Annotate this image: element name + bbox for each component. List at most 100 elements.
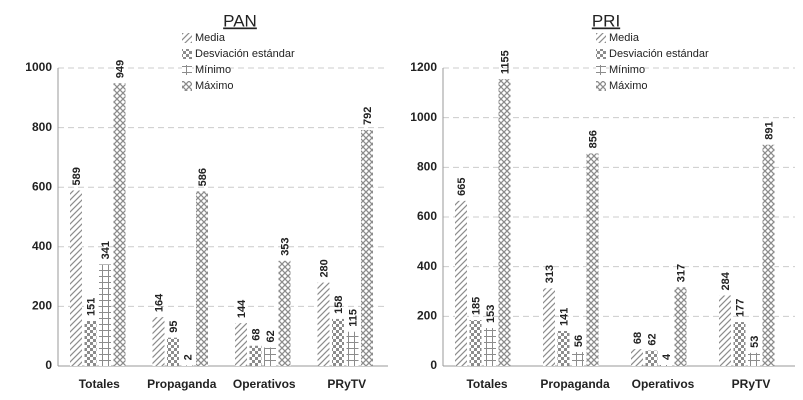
bar: [586, 153, 599, 366]
y-tick-label: 600: [32, 179, 52, 193]
value-label: 2: [182, 354, 194, 360]
x-tick-label: Propaganda: [147, 377, 217, 391]
legend-swatch: [182, 33, 192, 43]
bar: [264, 347, 276, 366]
value-label: 68: [632, 332, 644, 344]
bar: [572, 352, 584, 366]
bar: [674, 287, 687, 366]
value-label: 164: [153, 293, 165, 312]
bar: [361, 129, 373, 366]
bar: [181, 365, 194, 366]
y-tick-label: 600: [417, 209, 437, 223]
value-label: 177: [734, 299, 746, 317]
bar: [543, 288, 555, 366]
legend-label: Media: [609, 32, 640, 44]
bar: [733, 322, 746, 366]
value-label: 158: [333, 296, 345, 314]
value-label: 144: [236, 299, 248, 318]
y-tick-label: 200: [32, 299, 52, 313]
bar: [719, 295, 731, 366]
x-tick-label: PRyTV: [327, 377, 366, 391]
bar: [631, 349, 643, 366]
bar: [469, 320, 482, 366]
value-label: 665: [456, 177, 468, 195]
value-label: 891: [763, 121, 775, 139]
y-tick-label: 0: [45, 358, 52, 372]
bar: [99, 264, 111, 366]
chart-title: PRI: [592, 11, 620, 30]
value-label: 62: [646, 333, 658, 345]
value-label: 95: [168, 320, 180, 332]
legend-label: Desviación estándar: [195, 48, 295, 60]
legend-label: Desviación estándar: [609, 48, 709, 60]
bar: [152, 317, 165, 366]
value-label: 586: [197, 168, 209, 186]
value-label: 792: [362, 107, 374, 125]
value-label: 313: [544, 265, 556, 283]
bar: [660, 365, 672, 366]
x-tick-label: PRyTV: [732, 377, 771, 391]
bar: [196, 191, 208, 366]
value-label: 353: [279, 237, 291, 255]
bar: [346, 331, 359, 366]
bar: [498, 79, 511, 367]
legend-swatch: [596, 65, 606, 75]
value-label: 317: [675, 264, 687, 282]
y-tick-label: 400: [417, 259, 437, 273]
bar: [70, 190, 82, 366]
x-tick-label: Totales: [79, 377, 120, 391]
legend-swatch: [182, 81, 192, 91]
value-label: 1155: [499, 50, 511, 74]
value-label: 68: [250, 328, 262, 340]
bar: [278, 260, 291, 366]
y-tick-label: 200: [417, 309, 437, 323]
bar: [249, 345, 262, 366]
value-label: 284: [720, 271, 732, 290]
legend-swatch: [596, 33, 606, 43]
value-label: 341: [100, 241, 112, 259]
bar: [84, 321, 97, 366]
legend-label: Mínimo: [195, 64, 231, 76]
value-label: 56: [573, 335, 585, 347]
legend-swatch: [182, 49, 192, 59]
bar: [167, 337, 179, 366]
value-label: 949: [114, 60, 126, 78]
value-label: 151: [85, 298, 97, 316]
x-tick-label: Operativos: [632, 377, 695, 391]
bar: [762, 144, 775, 366]
x-tick-label: Totales: [466, 377, 507, 391]
value-label: 185: [470, 297, 482, 315]
bar: [645, 350, 658, 366]
y-tick-label: 0: [430, 358, 437, 372]
bar: [455, 200, 467, 366]
bar: [113, 83, 126, 366]
value-label: 4: [661, 353, 673, 360]
legend-label: Media: [195, 32, 226, 44]
value-label: 53: [749, 336, 761, 348]
legend-swatch: [596, 49, 606, 59]
legend-label: Mínimo: [609, 64, 645, 76]
value-label: 153: [485, 305, 497, 323]
value-label: 62: [265, 330, 277, 342]
y-tick-label: 1000: [25, 60, 52, 74]
bar: [235, 323, 247, 366]
value-label: 115: [347, 309, 359, 327]
x-tick-label: Propaganda: [540, 377, 610, 391]
value-label: 141: [558, 308, 570, 326]
y-tick-label: 800: [417, 160, 437, 174]
x-tick-label: Operativos: [233, 377, 296, 391]
legend-swatch: [596, 81, 606, 91]
legend-label: Máximo: [609, 80, 648, 92]
value-label: 589: [71, 167, 83, 185]
bar: [317, 282, 330, 366]
y-tick-label: 1000: [410, 110, 437, 124]
legend-label: Máximo: [195, 80, 234, 92]
value-label: 856: [587, 130, 599, 148]
value-label: 280: [318, 259, 330, 277]
y-tick-label: 1200: [410, 60, 437, 74]
bar: [748, 352, 760, 366]
bar: [484, 328, 496, 366]
legend-swatch: [182, 65, 192, 75]
